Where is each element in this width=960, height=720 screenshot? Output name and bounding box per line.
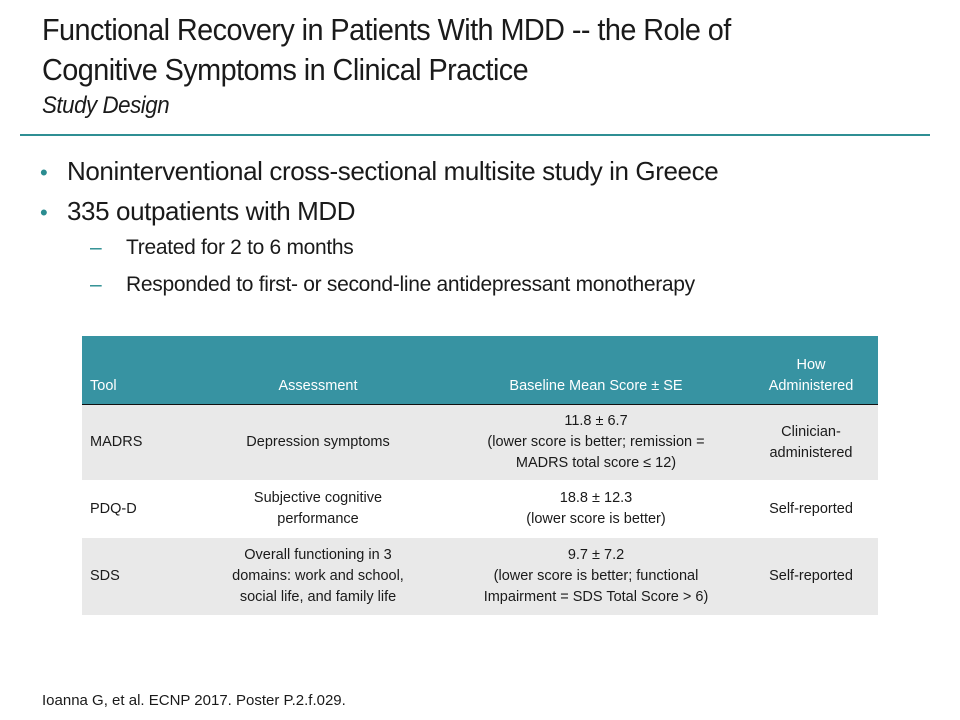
dash-icon: – <box>90 236 102 259</box>
sub-bullet-item: – Responded to first- or second-line ant… <box>40 273 920 310</box>
header-how-administered: How Administered <box>744 336 878 405</box>
table-row: MADRS Depression symptoms 11.8 ± 6.7 (lo… <box>82 404 878 480</box>
bullet-text: Noninterventional cross-sectional multis… <box>67 156 719 186</box>
bullet-item: • Noninterventional cross-sectional mult… <box>40 156 920 196</box>
cell-tool: MADRS <box>82 404 188 480</box>
cell-how: Self-reported <box>769 500 853 517</box>
bullet-dot-icon: • <box>40 160 48 185</box>
title-divider <box>20 134 930 136</box>
header-tool: Tool <box>82 336 188 405</box>
table-row: SDS Overall functioning in 3 domains: wo… <box>82 538 878 615</box>
citation: Ioanna G, et al. ECNP 2017. Poster P.2.f… <box>42 692 346 709</box>
bullet-list: • Noninterventional cross-sectional mult… <box>40 156 920 310</box>
cell-baseline: 11.8 ± 6.7 (lower score is better; remis… <box>448 404 744 480</box>
cell-how: Self-reported <box>744 538 878 615</box>
cell-assessment: Subjective cognitive performance <box>253 490 383 527</box>
sub-bullet-item: – Treated for 2 to 6 months <box>40 236 920 273</box>
cell-assessment: Overall functioning in 3 domains: work a… <box>188 538 448 615</box>
cell-baseline: 9.7 ± 7.2 (lower score is better; functi… <box>448 538 744 615</box>
cell-how: Clinician- administered <box>744 404 878 480</box>
cell-assessment: Depression symptoms <box>188 404 448 480</box>
header-baseline: Baseline Mean Score ± SE <box>448 336 744 405</box>
dash-icon: – <box>90 273 102 296</box>
bullet-item: • 335 outpatients with MDD <box>40 196 920 236</box>
table-row: PDQ-D Subjective cognitive performance 1… <box>82 480 878 538</box>
slide-title-line-1: Functional Recovery in Patients With MDD… <box>42 12 731 47</box>
header-assessment: Assessment <box>188 336 448 405</box>
sub-bullet-text: Treated for 2 to 6 months <box>126 236 354 259</box>
slide-subtitle: Study Design <box>42 92 170 119</box>
bullet-text: 335 outpatients with MDD <box>67 196 356 226</box>
cell-tool: SDS <box>82 538 188 615</box>
assessment-table: Tool Assessment Baseline Mean Score ± SE… <box>82 336 878 615</box>
slide-title-line-2: Cognitive Symptoms in Clinical Practice <box>42 52 529 87</box>
slide-title: Functional Recovery in Patients With MDD… <box>42 10 879 90</box>
sub-bullet-text: Responded to first- or second-line antid… <box>126 273 695 296</box>
table-header-row: Tool Assessment Baseline Mean Score ± SE… <box>82 336 878 405</box>
bullet-dot-icon: • <box>40 200 48 225</box>
cell-tool: PDQ-D <box>90 500 137 517</box>
cell-baseline: 18.8 ± 12.3 (lower score is better) <box>526 490 666 527</box>
